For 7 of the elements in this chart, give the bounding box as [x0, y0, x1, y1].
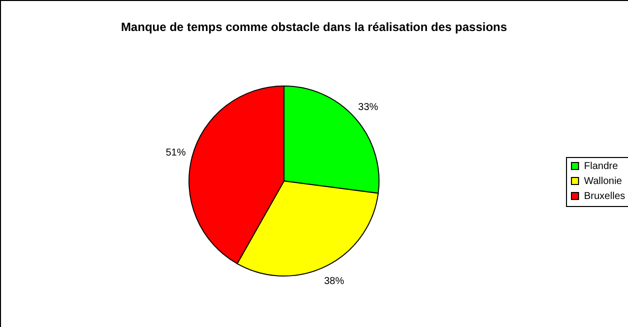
data-label: 51%: [166, 147, 186, 158]
legend-label: Flandre: [584, 161, 618, 172]
chart-title: Manque de temps comme obstacle dans la réalisation des passions: [120, 20, 508, 34]
data-label: 33%: [358, 102, 378, 114]
legend-label: Wallonie: [584, 176, 622, 187]
legend-label: Bruxelles: [584, 191, 626, 202]
data-label: 38%: [324, 276, 344, 288]
